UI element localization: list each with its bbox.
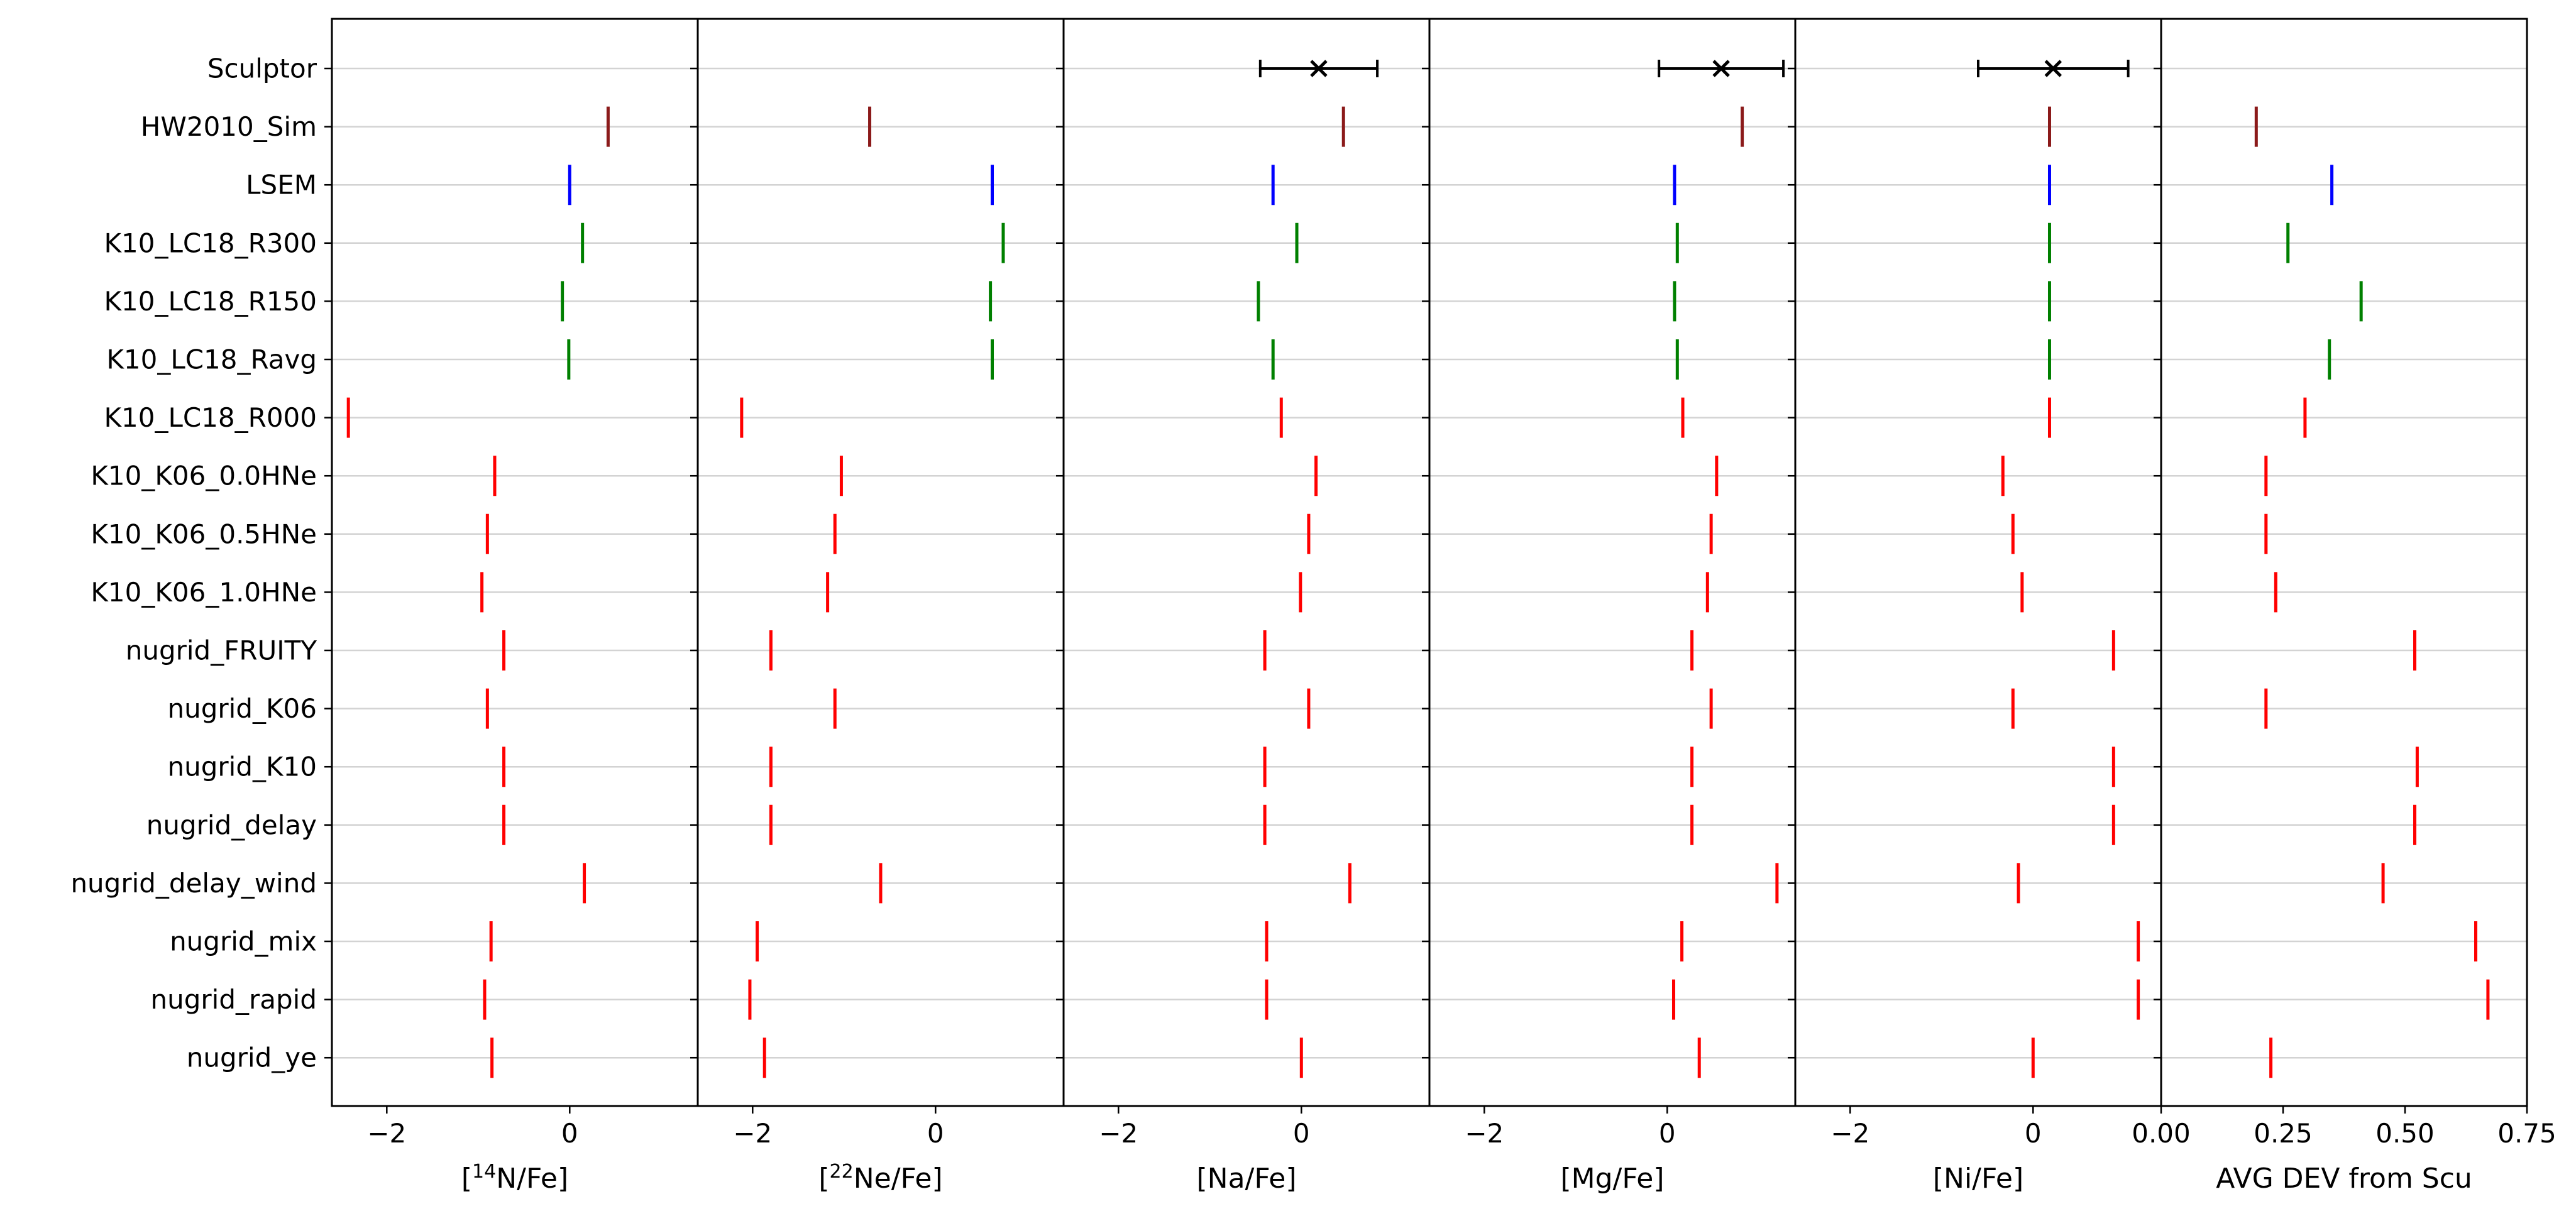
y-tick-label-nugrid-rapid: nugrid_rapid <box>151 984 317 1015</box>
x-tick-label: 0.50 <box>2375 1118 2435 1149</box>
x-tick-label: 0.25 <box>2254 1118 2313 1149</box>
x-axis-label: [Mg/Fe] <box>1560 1163 1664 1195</box>
x-tick-label: −2 <box>1099 1118 1138 1149</box>
y-tick-labels: Sculptor HW2010_Sim LSEM K10_LC18_R300 K10_L… <box>70 53 317 1073</box>
x-axis-label-part: [Ni/Fe] <box>1933 1163 2023 1195</box>
x-axis-label-superscript: 22 <box>830 1161 854 1183</box>
x-axis-label-part: AVG DEV from Scu <box>2216 1163 2472 1195</box>
panel-1: −2 0 [14N/Fe] <box>324 18 699 1195</box>
y-tick-label-nugrid-k10: nugrid_K10 <box>168 752 317 782</box>
panel-6: 0.00 0.25 0.50 0.75 AVG DEV from Scu <box>2132 18 2557 1195</box>
x-axis-label: [Ni/Fe] <box>1933 1163 2023 1195</box>
y-tick-label-k10-k06-1-0hne: K10_K06_1.0HNe <box>91 577 317 608</box>
y-tick-label-k10-lc18-r150: K10_LC18_R150 <box>104 286 317 317</box>
x-axis-label-part: N/Fe] <box>496 1163 568 1195</box>
panel-frame <box>2160 18 2528 1107</box>
x-axis-label-part: [ <box>818 1163 829 1195</box>
x-tick-label: −2 <box>367 1118 406 1149</box>
x-axis-label: [22Ne/Fe] <box>818 1161 942 1195</box>
y-tick-label-k10-lc18-r000: K10_LC18_R000 <box>104 402 317 433</box>
x-tick-label: 0.00 <box>2132 1118 2191 1149</box>
x-tick-label: 0 <box>2025 1118 2042 1149</box>
x-axis-label-superscript: 14 <box>472 1161 496 1183</box>
y-tick-label-k10-k06-0-5hne: K10_K06_0.5HNe <box>91 518 317 549</box>
y-tick-label-nugrid-fruity: nugrid_FRUITY <box>126 635 317 666</box>
y-tick-label-sculptor: Sculptor <box>207 53 317 84</box>
x-axis-label: [14N/Fe] <box>461 1161 568 1195</box>
sculptor-marker <box>1310 60 1328 77</box>
x-axis-label: AVG DEV from Scu <box>2216 1163 2472 1195</box>
x-tick-label: 0.75 <box>2497 1118 2557 1149</box>
x-axis-label: [Na/Fe] <box>1196 1163 1296 1195</box>
y-tick-label-lsem: LSEM <box>246 170 317 200</box>
x-tick-label: 0 <box>927 1118 944 1149</box>
y-tick-label-nugrid-delay: nugrid_delay <box>146 809 317 840</box>
x-tick-label: 0 <box>561 1118 578 1149</box>
x-axis-label-part: Ne/Fe] <box>854 1163 943 1195</box>
panel-3: −2 0 [Na/Fe] <box>1056 18 1431 1195</box>
x-tick-label: 0 <box>1293 1118 1310 1149</box>
x-tick-label: −2 <box>1830 1118 1869 1149</box>
x-axis-label-part: [Na/Fe] <box>1196 1163 1296 1195</box>
y-tick-label-hw2010-sim: HW2010_Sim <box>141 111 317 142</box>
y-tick-label-nugrid-k06: nugrid_K06 <box>168 693 317 724</box>
y-tick-label-nugrid-mix: nugrid_mix <box>170 926 317 957</box>
sculptor-marker <box>2044 60 2062 77</box>
x-tick-label: 0 <box>1659 1118 1676 1149</box>
x-tick-label: −2 <box>1465 1118 1504 1149</box>
y-tick-label-nugrid-delay-wind: nugrid_delay_wind <box>70 868 317 899</box>
panels: −2 0 [14N/Fe] −2 0 [22Ne/Fe] −2 0 [Na/Fe] −2 0 [Mg/… <box>324 18 2557 1195</box>
y-tick-label-k10-lc18-ravg: K10_LC18_Ravg <box>106 344 317 375</box>
sculptor-marker <box>1712 60 1730 77</box>
y-tick-label-k10-lc18-r300: K10_LC18_R300 <box>104 227 317 258</box>
y-tick-label-nugrid-ye: nugrid_ye <box>187 1043 317 1073</box>
x-tick-label: −2 <box>733 1118 772 1149</box>
x-axis-label-part: [Mg/Fe] <box>1560 1163 1664 1195</box>
x-axis-label-part: [ <box>461 1163 472 1195</box>
panel-5: −2 0[Ni/Fe] <box>1788 18 2162 1195</box>
y-tick-label-k10-k06-0-0hne: K10_K06_0.0HNe <box>91 461 317 491</box>
